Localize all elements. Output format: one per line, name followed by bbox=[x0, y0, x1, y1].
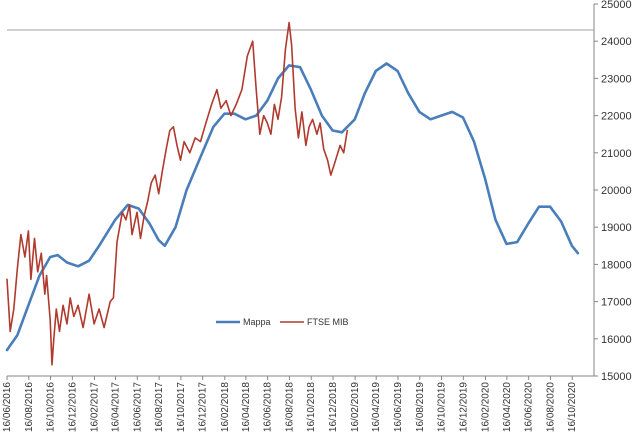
x-tick-label: 16/06/2019 bbox=[393, 382, 404, 432]
y-tick-label: 24000 bbox=[601, 36, 632, 48]
y-tick-label: 23000 bbox=[601, 73, 632, 85]
x-tick-label: 16/08/2018 bbox=[284, 382, 295, 432]
legend-label: FTSE MIB bbox=[307, 317, 349, 327]
x-axis: 16/06/2016 16/08/2016 16/10/2016 16/12/2016… bbox=[2, 375, 594, 432]
y-tick-label: 15000 bbox=[601, 371, 632, 383]
x-tick-label: 16/08/2016 bbox=[24, 382, 35, 432]
series-line-ftse-mib bbox=[6, 21, 349, 366]
x-tick-label: 16/02/2018 bbox=[220, 382, 231, 432]
y-tick-label: 16000 bbox=[601, 334, 632, 346]
x-tick-label: 16/10/2019 bbox=[437, 382, 448, 432]
x-tick-label: 16/10/2018 bbox=[306, 382, 317, 432]
series-layer bbox=[5, 21, 580, 366]
legend-label: Mappa bbox=[243, 317, 271, 327]
y-axis: 15000 16000 17000 18000 19000 20000 21000 22000… bbox=[593, 0, 632, 383]
x-tick-label: 16/08/2020 bbox=[545, 382, 556, 432]
y-tick-label: 21000 bbox=[601, 148, 632, 160]
x-tick-label: 16/08/2019 bbox=[415, 382, 426, 432]
y-tick-label: 18000 bbox=[601, 259, 632, 271]
x-tick-label: 16/10/2016 bbox=[46, 382, 57, 432]
y-tick-label: 25000 bbox=[601, 0, 632, 11]
x-tick-label: 16/04/2019 bbox=[371, 382, 382, 432]
y-tick-label: 20000 bbox=[601, 185, 632, 197]
y-tick-label: 19000 bbox=[601, 222, 632, 234]
x-tick-label: 16/02/2020 bbox=[480, 382, 491, 432]
x-tick-label: 16/02/2019 bbox=[350, 382, 361, 432]
series-line-mappa bbox=[5, 62, 580, 352]
x-tick-label: 16/12/2016 bbox=[67, 382, 78, 432]
x-tick-label: 16/08/2017 bbox=[154, 382, 165, 432]
y-tick-label: 22000 bbox=[601, 111, 632, 123]
x-tick-label: 16/06/2018 bbox=[263, 382, 274, 432]
x-tick-label: 16/06/2016 bbox=[2, 382, 13, 432]
x-tick-label: 16/12/2017 bbox=[198, 382, 209, 432]
x-tick-label: 16/02/2017 bbox=[89, 382, 100, 432]
x-tick-label: 16/12/2019 bbox=[458, 382, 469, 432]
y-tick-label: 17000 bbox=[601, 297, 632, 309]
x-tick-label: 16/04/2020 bbox=[502, 382, 513, 432]
x-tick-label: 16/04/2017 bbox=[111, 382, 122, 432]
x-tick-label: 16/04/2018 bbox=[241, 382, 252, 432]
x-tick-label: 16/12/2018 bbox=[328, 382, 339, 432]
x-tick-label: 16/10/2020 bbox=[567, 382, 578, 432]
x-tick-label: 16/06/2017 bbox=[132, 382, 143, 432]
legend: Mappa FTSE MIB bbox=[216, 317, 349, 327]
x-tick-label: 16/10/2017 bbox=[176, 382, 187, 432]
x-tick-label: 16/06/2020 bbox=[524, 382, 535, 432]
